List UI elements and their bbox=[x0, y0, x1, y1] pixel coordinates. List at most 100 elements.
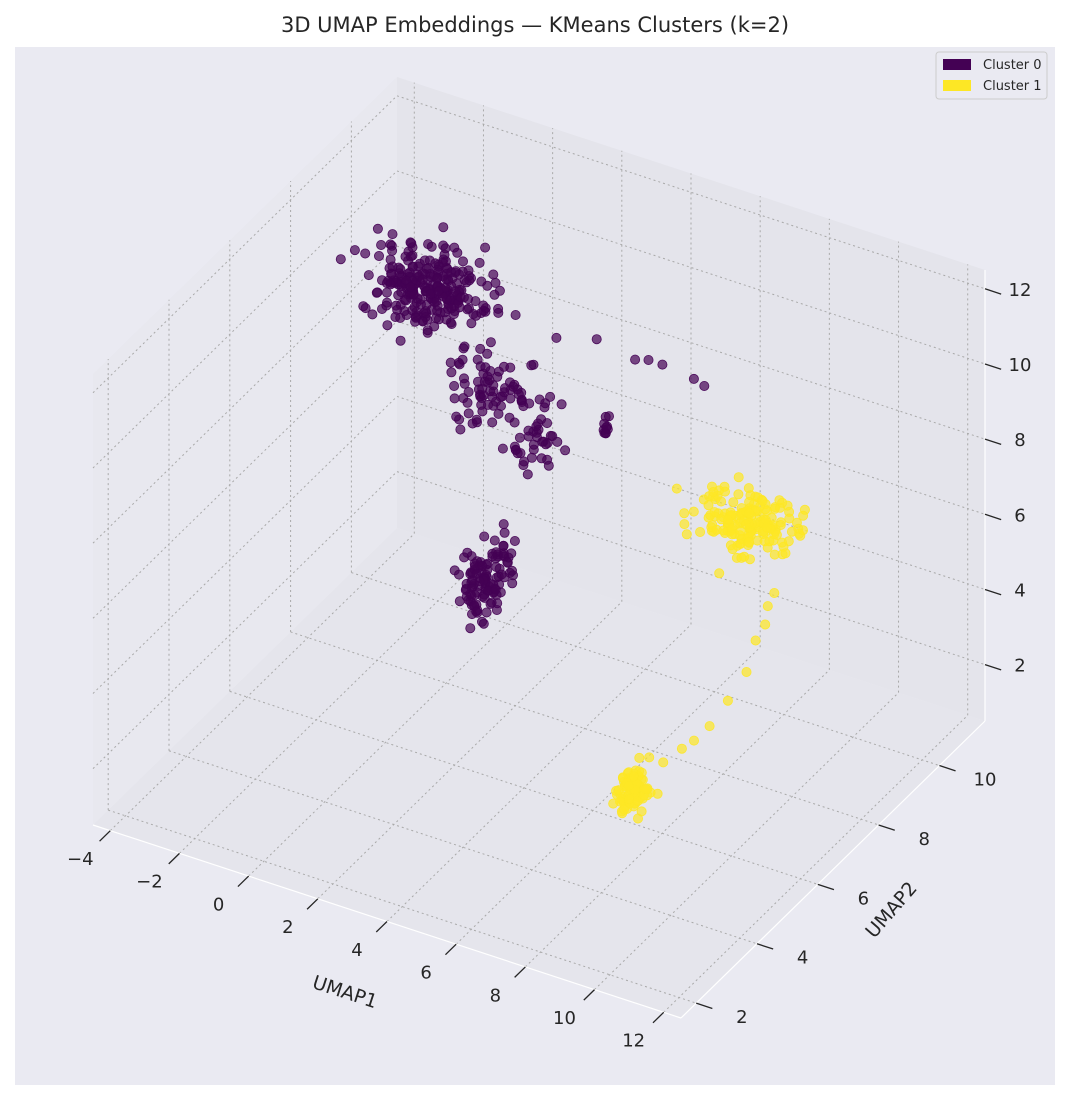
x-tick-label: 0 bbox=[213, 894, 224, 915]
data-point-cluster-0 bbox=[433, 286, 444, 297]
data-point-cluster-0 bbox=[487, 551, 498, 562]
data-point-cluster-0 bbox=[493, 303, 504, 314]
data-point-cluster-0 bbox=[528, 439, 539, 450]
data-point-cluster-1 bbox=[671, 483, 682, 494]
data-point-cluster-1 bbox=[679, 508, 690, 519]
data-point-cluster-1 bbox=[709, 507, 720, 518]
data-point-cluster-0 bbox=[465, 623, 476, 634]
data-point-cluster-0 bbox=[415, 294, 426, 305]
data-point-cluster-0 bbox=[462, 547, 473, 558]
y-gridline-floor bbox=[168, 750, 758, 945]
z-gridline-back bbox=[396, 95, 986, 290]
y-axis-line bbox=[680, 720, 986, 1019]
data-point-cluster-0 bbox=[432, 305, 443, 316]
data-point-cluster-0 bbox=[405, 251, 416, 262]
data-point-cluster-1 bbox=[704, 721, 715, 732]
data-point-cluster-0 bbox=[498, 519, 509, 530]
data-point-cluster-0 bbox=[395, 264, 406, 275]
data-point-cluster-0 bbox=[426, 241, 437, 252]
data-point-cluster-0 bbox=[446, 303, 457, 314]
data-point-cluster-0 bbox=[489, 289, 500, 300]
data-point-cluster-0 bbox=[461, 591, 472, 602]
data-point-cluster-0 bbox=[539, 402, 550, 413]
data-point-cluster-1 bbox=[733, 489, 744, 500]
y-gridline-floor bbox=[108, 809, 697, 1004]
y-tick-mark bbox=[817, 883, 835, 891]
data-point-cluster-0 bbox=[510, 309, 521, 320]
data-point-cluster-0 bbox=[514, 432, 525, 443]
x-tick-label: 12 bbox=[622, 1031, 645, 1052]
data-point-cluster-0 bbox=[493, 408, 504, 419]
data-point-cluster-0 bbox=[643, 354, 654, 365]
data-point-cluster-0 bbox=[381, 287, 392, 298]
z-tick-label: 4 bbox=[1014, 581, 1025, 602]
data-point-cluster-0 bbox=[519, 456, 530, 467]
data-point-cluster-0 bbox=[421, 308, 432, 319]
legend-label-cluster-1: Cluster 1 bbox=[983, 79, 1042, 94]
legend-swatch-cluster-0 bbox=[943, 59, 971, 70]
data-point-cluster-0 bbox=[454, 269, 465, 280]
floor-pane bbox=[93, 528, 985, 1018]
x-tick-mark bbox=[514, 966, 526, 978]
y-gridline-floor bbox=[290, 631, 879, 826]
data-point-cluster-1 bbox=[716, 496, 727, 507]
data-point-cluster-1 bbox=[723, 514, 734, 525]
z-tick-mark bbox=[984, 288, 1002, 295]
data-point-cluster-0 bbox=[463, 265, 474, 276]
data-point-cluster-0 bbox=[485, 386, 496, 397]
x-tick-mark bbox=[375, 921, 388, 933]
data-point-cluster-1 bbox=[783, 536, 794, 547]
data-point-cluster-0 bbox=[496, 569, 507, 580]
data-point-cluster-0 bbox=[545, 391, 556, 402]
data-point-cluster-0 bbox=[534, 394, 545, 405]
data-point-cluster-0 bbox=[373, 250, 384, 261]
data-point-cluster-1 bbox=[636, 806, 647, 817]
z-tick-mark bbox=[984, 588, 1002, 596]
data-point-cluster-0 bbox=[630, 354, 641, 365]
data-point-cluster-1 bbox=[615, 796, 626, 807]
data-point-cluster-1 bbox=[727, 544, 738, 555]
x-tick-label: −4 bbox=[67, 849, 94, 870]
data-point-cluster-0 bbox=[360, 303, 371, 314]
data-point-cluster-1 bbox=[708, 486, 719, 497]
data-point-cluster-0 bbox=[477, 561, 488, 572]
data-point-cluster-0 bbox=[480, 242, 491, 253]
data-point-cluster-1 bbox=[676, 743, 687, 754]
y-tick-label: 4 bbox=[797, 948, 808, 969]
data-point-cluster-0 bbox=[489, 535, 500, 546]
data-point-cluster-0 bbox=[458, 343, 469, 354]
x-tick-mark bbox=[652, 1011, 665, 1024]
data-point-cluster-0 bbox=[482, 280, 493, 291]
data-point-cluster-0 bbox=[504, 377, 515, 388]
data-point-cluster-0 bbox=[363, 270, 374, 281]
data-point-cluster-0 bbox=[475, 343, 486, 354]
data-point-cluster-0 bbox=[457, 256, 468, 267]
data-point-cluster-0 bbox=[536, 453, 547, 464]
data-point-cluster-0 bbox=[522, 469, 533, 480]
data-point-cluster-1 bbox=[744, 496, 755, 507]
data-point-cluster-0 bbox=[450, 286, 461, 297]
data-point-cluster-0 bbox=[405, 237, 416, 248]
data-point-cluster-0 bbox=[543, 460, 554, 471]
z-gridline-left bbox=[92, 396, 398, 694]
y-tick-mark bbox=[878, 824, 895, 831]
data-point-cluster-0 bbox=[396, 287, 407, 298]
z-gridline-left bbox=[92, 245, 398, 544]
axes bbox=[92, 270, 1002, 1024]
y-tick-label: 6 bbox=[858, 888, 869, 909]
data-point-cluster-1 bbox=[728, 497, 739, 508]
x-gridline-floor bbox=[594, 692, 899, 990]
left-pane bbox=[93, 77, 397, 825]
data-point-cluster-0 bbox=[451, 411, 462, 422]
x-tick-mark bbox=[237, 875, 250, 888]
x-tick-label: 6 bbox=[420, 963, 431, 984]
data-point-cluster-0 bbox=[507, 578, 518, 589]
data-point-cluster-0 bbox=[441, 314, 452, 325]
scatter-points bbox=[335, 222, 810, 824]
data-point-cluster-0 bbox=[480, 362, 491, 373]
z-tick-label: 6 bbox=[1014, 505, 1025, 526]
data-point-cluster-1 bbox=[762, 601, 773, 612]
data-point-cluster-1 bbox=[771, 529, 782, 540]
data-point-cluster-0 bbox=[387, 229, 398, 240]
